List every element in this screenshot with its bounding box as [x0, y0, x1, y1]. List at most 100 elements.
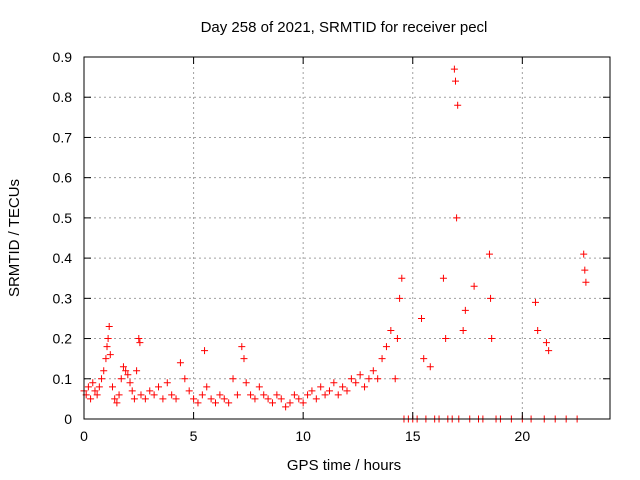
data-point	[150, 391, 158, 399]
data-point	[264, 395, 272, 403]
data-point	[343, 387, 351, 395]
data-point	[122, 367, 130, 375]
data-point	[103, 343, 111, 351]
data-point	[100, 367, 108, 375]
data-point	[488, 335, 496, 343]
data-point	[115, 391, 123, 399]
data-point	[133, 367, 141, 375]
data-point	[207, 395, 215, 403]
y-tick-label: 0.9	[53, 49, 73, 65]
data-point	[233, 391, 241, 399]
data-point	[334, 391, 342, 399]
data-point	[454, 101, 462, 109]
y-tick-label: 0.1	[53, 371, 73, 387]
data-point	[393, 335, 401, 343]
data-point	[128, 387, 136, 395]
x-tick-label: 10	[295, 428, 311, 444]
data-point	[461, 306, 469, 314]
x-tick-label: 0	[80, 428, 88, 444]
data-point	[542, 339, 550, 347]
data-point	[181, 375, 189, 383]
point-layer	[80, 65, 590, 423]
data-point	[251, 395, 259, 403]
data-point	[124, 371, 132, 379]
grid-layer	[84, 57, 610, 419]
data-point	[398, 274, 406, 282]
y-tick-label: 0.7	[53, 129, 73, 145]
data-point	[361, 383, 369, 391]
data-point	[453, 214, 461, 222]
data-point	[487, 294, 495, 302]
chart-title: Day 258 of 2021, SRMTID for receiver pec…	[201, 19, 488, 36]
y-tick-label: 0.2	[53, 331, 73, 347]
y-tick-label: 0.5	[53, 210, 73, 226]
data-point	[229, 375, 237, 383]
data-point	[286, 399, 294, 407]
data-point	[95, 383, 103, 391]
data-point	[439, 274, 447, 282]
data-point	[190, 395, 198, 403]
data-point	[365, 375, 373, 383]
data-point	[89, 379, 97, 387]
data-point	[312, 395, 320, 403]
data-point	[113, 399, 121, 407]
data-point	[277, 395, 285, 403]
data-point	[426, 363, 434, 371]
data-point	[91, 387, 99, 395]
data-point	[451, 77, 459, 85]
data-point	[247, 391, 255, 399]
x-tick-label: 20	[515, 428, 531, 444]
data-point	[582, 278, 590, 286]
data-point	[485, 250, 493, 258]
data-point	[185, 387, 193, 395]
data-point	[108, 383, 116, 391]
x-tick-label: 15	[405, 428, 421, 444]
data-point	[117, 375, 125, 383]
data-point	[531, 298, 539, 306]
data-point	[374, 375, 382, 383]
data-point	[304, 391, 312, 399]
tick-layer: 0 5 10 15 20 0 0.1 0.2 0.3 0.4 0.5 0.6 0.7 0.8 0.9	[53, 49, 610, 444]
data-point	[163, 379, 171, 387]
data-point	[391, 375, 399, 383]
data-point	[201, 347, 209, 355]
data-point	[242, 379, 250, 387]
data-point	[450, 65, 458, 73]
data-point	[378, 355, 386, 363]
data-point	[420, 355, 428, 363]
data-point	[534, 327, 542, 335]
y-tick-label: 0.8	[53, 89, 73, 105]
data-point	[240, 355, 248, 363]
data-point	[220, 395, 228, 403]
data-point	[176, 359, 184, 367]
data-point	[317, 383, 325, 391]
data-point	[93, 391, 101, 399]
data-point	[308, 387, 316, 395]
data-point	[418, 314, 426, 322]
data-point	[282, 403, 290, 411]
y-axis-label: SRMTID / TECUs	[6, 179, 23, 297]
data-point	[396, 294, 404, 302]
x-axis-label: GPS time / hours	[287, 457, 401, 474]
data-point	[225, 399, 233, 407]
y-tick-label: 0.6	[53, 170, 73, 186]
plot-frame	[83, 56, 611, 420]
data-point	[155, 383, 163, 391]
data-point	[459, 327, 467, 335]
data-point	[102, 355, 110, 363]
data-point	[580, 250, 588, 258]
data-point	[126, 379, 134, 387]
data-point	[212, 399, 219, 407]
data-point	[216, 391, 224, 399]
data-point	[295, 395, 303, 403]
data-point	[581, 266, 589, 274]
data-point	[255, 383, 263, 391]
data-point	[545, 347, 553, 355]
data-point	[299, 399, 307, 407]
data-point	[203, 383, 211, 391]
data-point	[119, 363, 127, 371]
data-point	[136, 339, 144, 347]
data-point	[382, 343, 390, 351]
data-point	[98, 375, 106, 383]
data-point	[84, 383, 92, 391]
